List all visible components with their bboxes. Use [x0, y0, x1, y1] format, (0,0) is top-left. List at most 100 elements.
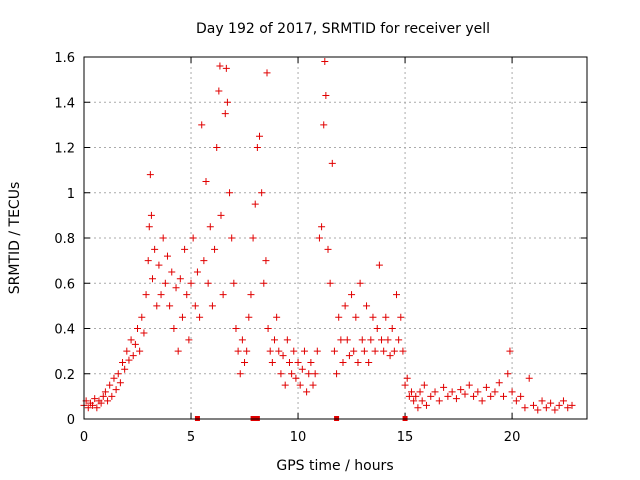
- data-point: [147, 211, 155, 219]
- data-point: [542, 404, 550, 412]
- data-point: [142, 291, 150, 299]
- y-tick-label: 0.2: [54, 368, 75, 383]
- data-point: [427, 392, 435, 400]
- data-point: [256, 132, 264, 140]
- data-point: [416, 388, 424, 396]
- data-point: [318, 223, 326, 231]
- data-point: [422, 401, 430, 409]
- data-point: [157, 291, 165, 299]
- data-point: [350, 347, 358, 355]
- data-point: [356, 279, 364, 287]
- data-point: [384, 336, 392, 344]
- data-point: [146, 171, 154, 179]
- data-point: [281, 381, 289, 389]
- data-point: [303, 388, 311, 396]
- data-point: [213, 144, 221, 151]
- data-point: [343, 336, 351, 344]
- data-point: [521, 404, 529, 412]
- data-point: [121, 365, 129, 373]
- data-point: [215, 87, 223, 95]
- data-point: [270, 336, 278, 344]
- data-point: [375, 261, 383, 269]
- data-point: [116, 379, 124, 387]
- data-point: [412, 392, 420, 400]
- data-point: [262, 257, 270, 265]
- data-point: [296, 381, 304, 389]
- data-point: [251, 200, 259, 208]
- data-point: [487, 392, 495, 400]
- y-tick-label: 0.6: [54, 277, 75, 292]
- data-point: [208, 302, 216, 310]
- data-point: [407, 388, 415, 396]
- data-point: [148, 275, 156, 283]
- data-point: [106, 381, 114, 389]
- data-point: [129, 352, 137, 360]
- data-point: [478, 397, 486, 405]
- data-point: [247, 291, 255, 299]
- data-point: [185, 336, 193, 344]
- data-point: [234, 347, 242, 355]
- y-tick-label: 1: [67, 187, 75, 202]
- data-point: [367, 336, 375, 344]
- data-point: [219, 291, 227, 299]
- x-tick-label: 5: [187, 430, 195, 445]
- data-point: [243, 347, 251, 355]
- data-point: [328, 159, 336, 167]
- data-point: [517, 392, 525, 400]
- data-point: [534, 406, 542, 414]
- y-tick-label: 1.2: [54, 142, 75, 157]
- grid-layer: [84, 57, 587, 419]
- data-point: [335, 313, 343, 321]
- data-point: [97, 399, 105, 407]
- data-point: [341, 302, 349, 310]
- data-point: [470, 392, 478, 400]
- data-point: [238, 336, 246, 344]
- data-point: [461, 390, 469, 398]
- data-point: [279, 352, 287, 360]
- data-point: [288, 370, 296, 378]
- data-point: [104, 397, 112, 405]
- data-point: [260, 279, 268, 287]
- data-point: [206, 223, 214, 231]
- data-point: [131, 340, 139, 348]
- data-point: [386, 352, 394, 360]
- data-point: [178, 313, 186, 321]
- data-point: [397, 313, 405, 321]
- data-point: [222, 64, 230, 72]
- data-point: [290, 347, 298, 355]
- y-tick-label: 0: [67, 413, 75, 428]
- data-point: [321, 58, 329, 66]
- data-point: [253, 144, 261, 151]
- data-point: [183, 291, 191, 299]
- data-point: [360, 347, 368, 355]
- data-point: [134, 325, 142, 332]
- data-point: [198, 121, 206, 129]
- data-point: [326, 279, 334, 287]
- data-point: [418, 397, 426, 405]
- data-point: [491, 388, 499, 396]
- plot-frame: [83, 56, 588, 420]
- data-point: [241, 358, 249, 366]
- data-point: [277, 370, 285, 378]
- data-point: [564, 404, 572, 412]
- data-point: [390, 347, 398, 355]
- data-point: [166, 302, 174, 310]
- data-point: [285, 358, 293, 366]
- data-point: [170, 325, 178, 332]
- data-point: [163, 252, 171, 260]
- data-point: [440, 383, 448, 391]
- data-point: [249, 234, 257, 242]
- data-point: [322, 91, 330, 99]
- data-point: [217, 211, 225, 219]
- y-tick-label: 1.6: [54, 51, 75, 66]
- data-point: [275, 347, 283, 355]
- data-point: [294, 358, 302, 366]
- data-point: [482, 383, 490, 391]
- y-axis-label: SRMTID / TECUs: [7, 182, 23, 295]
- data-point: [506, 347, 514, 355]
- data-points: [80, 58, 576, 414]
- data-point: [211, 245, 219, 253]
- data-point: [401, 381, 409, 389]
- data-point: [127, 336, 135, 344]
